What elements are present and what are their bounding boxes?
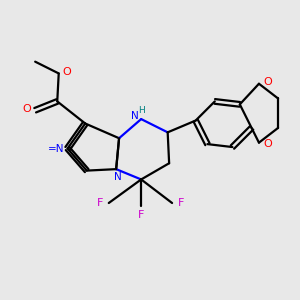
Text: F: F xyxy=(97,198,103,208)
Text: F: F xyxy=(178,198,184,208)
Text: F: F xyxy=(138,210,144,220)
Text: O: O xyxy=(263,77,272,87)
Text: H: H xyxy=(138,106,145,115)
Text: O: O xyxy=(263,139,272,149)
Text: O: O xyxy=(63,67,71,77)
Text: N: N xyxy=(131,110,139,121)
Text: O: O xyxy=(22,104,31,114)
Text: N: N xyxy=(114,172,122,182)
Text: =N: =N xyxy=(48,143,64,154)
